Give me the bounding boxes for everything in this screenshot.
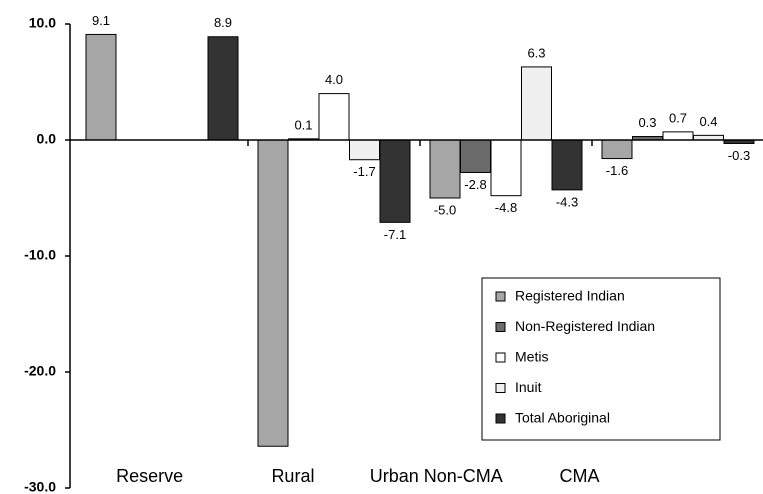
bar (601, 139, 633, 160)
value-label: 9.1 (92, 13, 110, 28)
legend-box (481, 277, 721, 441)
x-tick-label: Rural (271, 466, 314, 486)
bar (257, 139, 289, 447)
value-label: 8.9 (214, 15, 232, 30)
value-label: 0.3 (638, 115, 656, 130)
bar (318, 93, 350, 141)
x-tick-label: Reserve (116, 466, 183, 486)
value-label: -1.6 (606, 163, 628, 178)
bar (207, 36, 239, 141)
value-label: 0.7 (669, 110, 687, 125)
legend-swatch (495, 352, 506, 363)
legend-swatch (495, 322, 506, 332)
legend-swatch (495, 383, 506, 393)
y-tick-label: 10.0 (29, 15, 56, 31)
value-label: 0.4 (699, 114, 717, 129)
legend-label: Non-Registered Indian (515, 318, 655, 334)
bar (429, 139, 461, 199)
value-label: -5.0 (434, 202, 456, 217)
value-label: 0.1 (294, 117, 312, 132)
legend-label: Registered Indian (515, 288, 625, 304)
value-label: -0.3 (728, 148, 750, 163)
bar (551, 139, 583, 191)
y-tick-label: 0.0 (37, 131, 57, 147)
value-label: -7.1 (384, 227, 406, 242)
bar (349, 139, 380, 161)
value-label: -1.7 (353, 164, 375, 179)
bar (490, 139, 522, 197)
value-label: -4.3 (556, 194, 578, 209)
x-tick-label: Urban Non-CMA (370, 466, 503, 486)
legend-label: Total Aboriginal (515, 410, 610, 426)
legend-label: Inuit (515, 379, 542, 395)
bar (85, 33, 117, 141)
y-tick-label: -10.0 (24, 247, 56, 263)
value-label: 6.3 (527, 45, 545, 60)
value-label: -2.8 (464, 177, 486, 192)
legend-swatch (495, 413, 506, 424)
value-label: -4.8 (495, 200, 517, 215)
legend-label: Metis (515, 349, 548, 365)
bar (379, 139, 411, 223)
bar (460, 139, 491, 173)
bar (662, 131, 694, 141)
legend-swatch (495, 291, 506, 302)
y-tick-label: -20.0 (24, 363, 56, 379)
bar (521, 66, 552, 141)
value-label: 4.0 (325, 72, 343, 87)
y-tick-label: -30.0 (24, 479, 56, 494)
x-tick-label: CMA (560, 466, 600, 486)
